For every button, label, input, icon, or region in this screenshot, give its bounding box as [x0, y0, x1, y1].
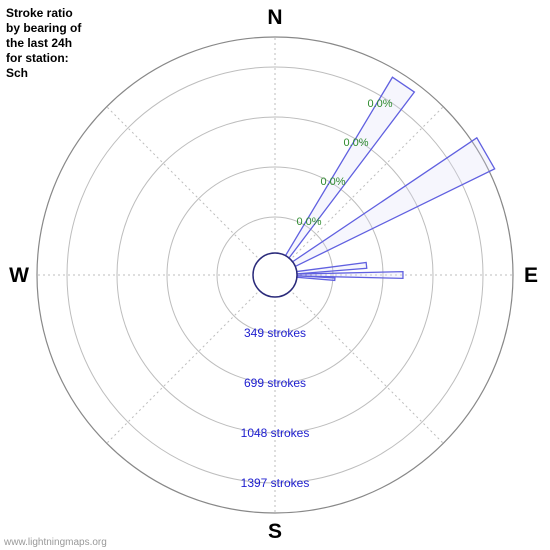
strokes-label: 699 strokes — [244, 376, 306, 390]
radial-line — [107, 275, 275, 443]
compass-N: N — [267, 6, 282, 29]
compass-W: W — [9, 264, 29, 287]
strokes-label: 1397 strokes — [241, 476, 310, 490]
percent-label: 0.0% — [343, 137, 368, 149]
radial-line — [275, 275, 443, 443]
percent-label: 0.0% — [296, 216, 321, 228]
strokes-label: 349 strokes — [244, 326, 306, 340]
compass-E: E — [524, 264, 538, 287]
percent-label: 0.0% — [367, 98, 392, 110]
compass-S: S — [268, 520, 282, 543]
strokes-label: 1048 strokes — [241, 426, 310, 440]
percent-label: 0.0% — [320, 176, 345, 188]
center-circle — [253, 253, 297, 297]
polar-chart: N E S W 0.0% 0.0% 0.0% 0.0% 349 strokes 699 strok… — [0, 0, 550, 550]
radial-line — [107, 107, 275, 275]
